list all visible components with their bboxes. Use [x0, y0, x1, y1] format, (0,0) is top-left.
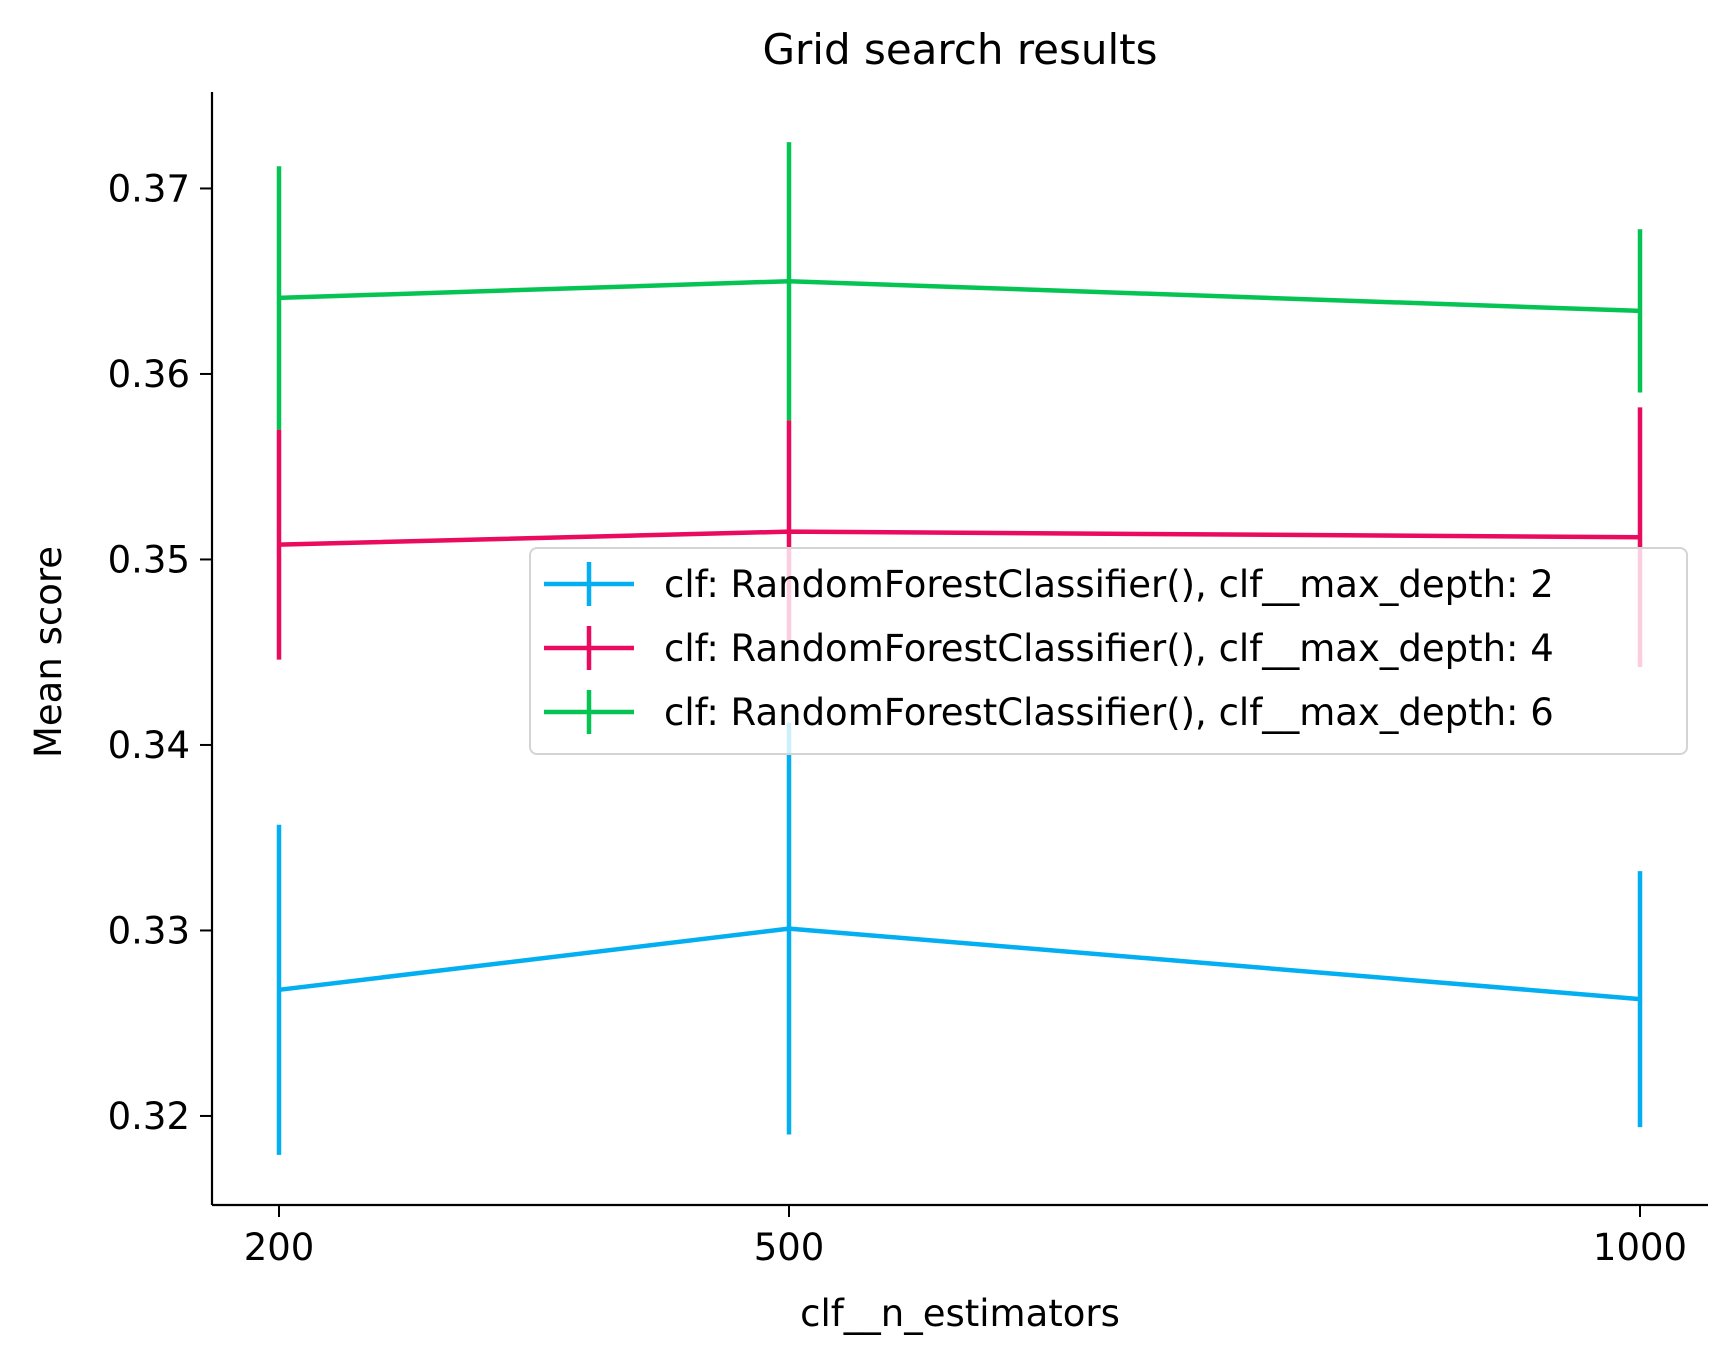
legend-frame	[529, 547, 1688, 755]
y-tick-label: 0.37	[108, 167, 190, 210]
y-tick-label: 0.36	[108, 353, 190, 396]
y-tick-label: 0.33	[108, 909, 190, 952]
chart-title: Grid search results	[762, 25, 1157, 74]
x-tick-label: 500	[754, 1226, 825, 1269]
legend-label-1: clf: RandomForestClassifier(), clf__max_…	[664, 563, 1554, 606]
y-tick-label: 0.34	[108, 724, 190, 767]
legend-label-3: clf: RandomForestClassifier(), clf__max_…	[664, 691, 1554, 734]
y-axis-label: Mean score	[27, 546, 70, 758]
y-tick-label: 0.32	[108, 1095, 190, 1138]
x-axis-label: clf__n_estimators	[800, 1292, 1120, 1335]
legend-label-2: clf: RandomForestClassifier(), clf__max_…	[664, 627, 1554, 670]
legend: clf: RandomForestClassifier(), clf__max_…	[529, 547, 1688, 755]
y-tick-label: 0.35	[108, 538, 190, 581]
x-tick-label: 200	[244, 1226, 315, 1269]
plot-area: 0.32 0.33 0.34 0.35 0.36 0.37 200 500 1000	[108, 92, 1708, 1269]
x-tick-label: 1000	[1593, 1226, 1687, 1269]
